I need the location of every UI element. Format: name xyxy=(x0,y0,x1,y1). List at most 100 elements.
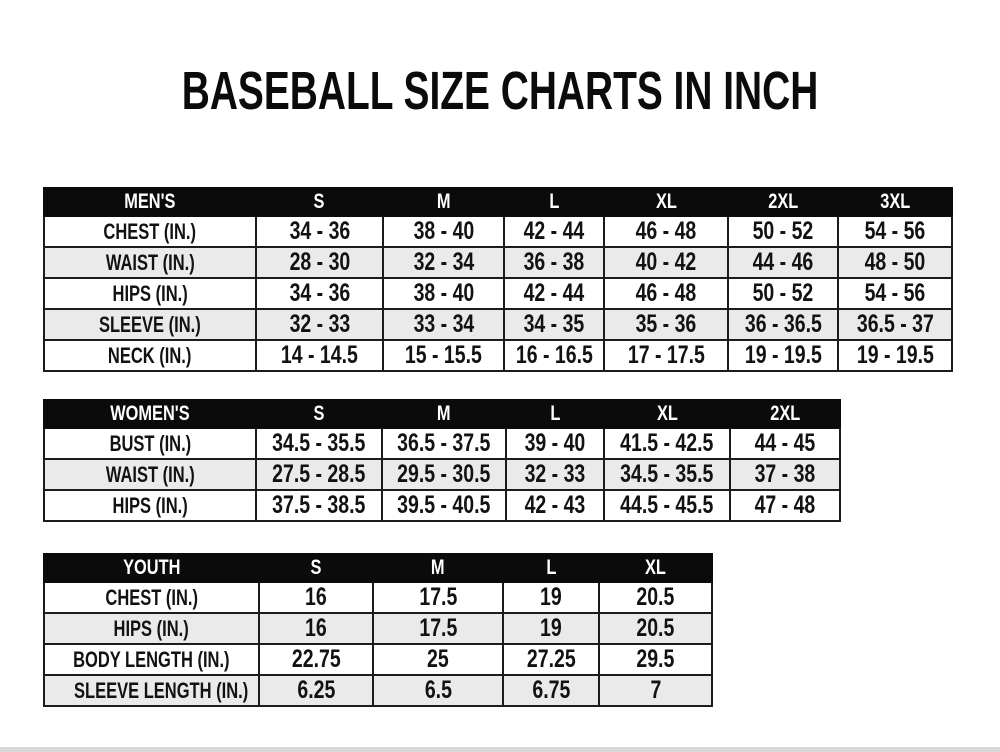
size-value: 19 xyxy=(540,583,562,611)
youth-table-title: YOUTH xyxy=(43,553,260,583)
womens-header-s: S xyxy=(255,399,383,429)
size-value: 19 - 19.5 xyxy=(856,341,934,369)
size-value: 6.75 xyxy=(532,676,570,704)
size-value-cell: 35 - 36 xyxy=(603,308,729,341)
size-value-cell: 7 xyxy=(598,674,713,707)
size-value: 42 - 43 xyxy=(524,491,586,519)
mens-row-hips: HIPS (IN.) 34 - 36 38 - 40 42 - 44 46 - … xyxy=(43,277,953,310)
header-label: 3XL xyxy=(879,190,911,213)
header-label: M xyxy=(437,402,451,425)
womens-row-bust: BUST (IN.) 34.5 - 35.5 36.5 - 37.5 39 - … xyxy=(43,427,841,460)
youth-header-xl: XL xyxy=(598,553,713,583)
row-label-cell: NECK (IN.) xyxy=(43,339,257,372)
womens-table-title: WOMEN'S xyxy=(43,399,257,429)
header-label: S xyxy=(310,556,322,579)
womens-row-waist: WAIST (IN.) 27.5 - 28.5 29.5 - 30.5 32 -… xyxy=(43,458,841,491)
size-value: 34 - 36 xyxy=(289,279,350,307)
size-value: 34 - 35 xyxy=(523,310,585,338)
youth-header-m: M xyxy=(372,553,504,583)
mens-row-chest: CHEST (IN.) 34 - 36 38 - 40 42 - 44 46 -… xyxy=(43,215,953,248)
size-value: 36 - 36.5 xyxy=(744,310,822,338)
size-value: 42 - 44 xyxy=(523,279,585,307)
size-value: 47 - 48 xyxy=(754,491,816,519)
size-value: 29.5 xyxy=(636,645,675,673)
size-value: 34.5 - 35.5 xyxy=(620,460,714,488)
size-value: 42 - 44 xyxy=(523,217,585,245)
size-value-cell: 54 - 56 xyxy=(837,277,953,310)
header-label: 2XL xyxy=(767,190,799,213)
size-value-cell: 40 - 42 xyxy=(603,246,729,279)
row-label: BODY LENGTH (IN.) xyxy=(73,646,230,672)
womens-header-row: WOMEN'S S M L XL 2XL xyxy=(43,399,841,429)
size-value-cell: 34 - 36 xyxy=(255,215,384,248)
row-label-cell: BODY LENGTH (IN.) xyxy=(43,643,260,676)
size-value: 37 - 38 xyxy=(754,460,816,488)
size-value: 16 xyxy=(305,583,327,611)
size-value-cell: 42 - 44 xyxy=(503,277,605,310)
size-value-cell: 27.25 xyxy=(502,643,600,676)
mens-header-m: M xyxy=(382,187,505,217)
size-value: 36 - 38 xyxy=(523,248,585,276)
size-value-cell: 39.5 - 40.5 xyxy=(381,489,507,522)
size-value: 54 - 56 xyxy=(864,217,926,245)
size-value-cell: 28 - 30 xyxy=(255,246,384,279)
page-title-text: BASEBALL SIZE CHARTS IN INCH xyxy=(181,61,819,121)
mens-header-l: L xyxy=(503,187,605,217)
mens-header-2xl: 2XL xyxy=(727,187,839,217)
womens-size-table: WOMEN'S S M L XL 2XL BUST (IN.) 34.5 - 3… xyxy=(43,399,841,522)
header-label: M xyxy=(431,556,445,579)
size-value-cell: 6.5 xyxy=(372,674,504,707)
row-label-cell: SLEEVE (IN.) xyxy=(43,308,257,341)
size-value: 39 - 40 xyxy=(524,429,586,457)
size-value: 32 - 33 xyxy=(524,460,586,488)
womens-header-2xl: 2XL xyxy=(729,399,841,429)
row-label: NECK (IN.) xyxy=(108,342,192,368)
size-value: 15 - 15.5 xyxy=(405,341,482,369)
womens-header-xl: XL xyxy=(603,399,731,429)
size-value: 40 - 42 xyxy=(635,248,697,276)
row-label: CHEST (IN.) xyxy=(105,584,198,610)
size-value-cell: 20.5 xyxy=(598,612,713,645)
size-value: 54 - 56 xyxy=(864,279,926,307)
size-value: 36.5 - 37 xyxy=(856,310,934,338)
header-label: XL xyxy=(656,402,678,425)
size-value-cell: 36 - 38 xyxy=(503,246,605,279)
header-label: S xyxy=(314,190,325,213)
size-value-cell: 38 - 40 xyxy=(382,215,505,248)
size-value: 6.5 xyxy=(424,676,452,704)
size-value-cell: 44 - 45 xyxy=(729,427,841,460)
size-value: 16 - 16.5 xyxy=(515,341,593,369)
mens-size-table: MEN'S S M L XL 2XL 3XL CHEST (IN.) 34 - … xyxy=(43,187,953,372)
row-label: SLEEVE (IN.) xyxy=(99,311,201,337)
size-value-cell: 48 - 50 xyxy=(837,246,953,279)
mens-header-row: MEN'S S M L XL 2XL 3XL xyxy=(43,187,953,217)
size-value: 20.5 xyxy=(636,614,675,642)
womens-title-text: WOMEN'S xyxy=(110,402,190,425)
youth-header-s: S xyxy=(258,553,374,583)
womens-header-m: M xyxy=(381,399,507,429)
size-value: 48 - 50 xyxy=(864,248,926,276)
size-value: 19 xyxy=(540,614,562,642)
size-value: 35 - 36 xyxy=(635,310,697,338)
row-label-cell: HIPS (IN.) xyxy=(43,277,257,310)
header-label: 2XL xyxy=(769,402,801,425)
size-value: 22.75 xyxy=(291,645,341,673)
header-label: L xyxy=(549,402,560,425)
header-label: M xyxy=(436,190,451,213)
size-value-cell: 41.5 - 42.5 xyxy=(603,427,731,460)
size-value: 46 - 48 xyxy=(635,279,697,307)
header-label: XL xyxy=(655,190,677,213)
row-label: CHEST (IN.) xyxy=(103,218,197,244)
row-label: HIPS (IN.) xyxy=(113,615,190,641)
youth-size-table: YOUTH S M L XL CHEST (IN.) 16 17.5 19 20… xyxy=(43,553,713,707)
row-label: HIPS (IN.) xyxy=(112,492,188,518)
size-value-cell: 16 xyxy=(258,581,374,614)
size-value: 16 xyxy=(305,614,327,642)
mens-row-waist: WAIST (IN.) 28 - 30 32 - 34 36 - 38 40 -… xyxy=(43,246,953,279)
row-label-cell: HIPS (IN.) xyxy=(43,489,257,522)
size-value-cell: 34 - 36 xyxy=(255,277,384,310)
size-value: 50 - 52 xyxy=(752,217,814,245)
row-label: WAIST (IN.) xyxy=(105,461,195,487)
mens-header-xl: XL xyxy=(603,187,729,217)
size-value: 44.5 - 45.5 xyxy=(620,491,714,519)
